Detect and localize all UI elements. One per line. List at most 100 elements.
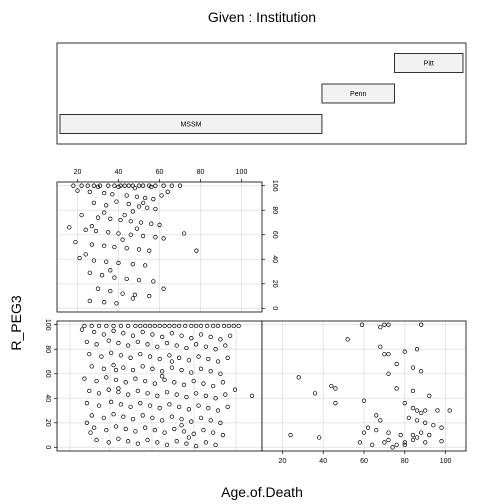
data-point bbox=[96, 403, 102, 408]
data-point bbox=[87, 270, 92, 275]
data-point bbox=[84, 420, 90, 425]
data-point bbox=[114, 199, 119, 204]
data-point bbox=[79, 212, 84, 218]
data-point bbox=[89, 242, 94, 247]
data-point bbox=[414, 347, 420, 352]
data-point bbox=[91, 258, 97, 263]
data-point bbox=[106, 338, 111, 343]
data-point bbox=[345, 337, 350, 342]
data-point bbox=[174, 392, 179, 397]
data-point bbox=[418, 430, 424, 435]
data-point bbox=[101, 415, 107, 421]
data-point bbox=[118, 402, 124, 407]
data-point bbox=[135, 441, 141, 446]
data-point bbox=[104, 323, 109, 329]
data-point bbox=[120, 237, 125, 242]
data-point bbox=[116, 260, 121, 266]
data-point bbox=[136, 204, 142, 209]
given-bar-pitt bbox=[394, 53, 464, 73]
data-point bbox=[128, 404, 133, 409]
data-point bbox=[151, 279, 156, 284]
data-point bbox=[198, 415, 204, 421]
data-point bbox=[410, 432, 416, 438]
data-point bbox=[386, 371, 391, 376]
data-point bbox=[226, 323, 232, 329]
data-point bbox=[113, 377, 119, 383]
x-tick-label: 20 bbox=[279, 458, 287, 465]
data-point bbox=[193, 391, 199, 396]
data-point bbox=[130, 183, 136, 188]
data-point bbox=[159, 369, 165, 374]
data-point bbox=[132, 185, 138, 191]
data-point bbox=[106, 230, 111, 235]
data-point bbox=[218, 420, 223, 425]
data-point bbox=[142, 378, 148, 384]
data-point bbox=[201, 428, 206, 433]
chart-title: Given : Institution bbox=[208, 9, 316, 25]
data-point bbox=[169, 331, 175, 336]
data-point bbox=[386, 437, 391, 443]
data-point bbox=[231, 323, 236, 329]
data-point bbox=[89, 323, 94, 329]
data-point bbox=[128, 219, 133, 224]
data-point bbox=[116, 340, 121, 346]
data-point bbox=[169, 183, 174, 188]
data-point bbox=[213, 396, 218, 401]
data-point bbox=[167, 402, 172, 407]
data-point bbox=[215, 408, 221, 413]
data-point bbox=[108, 399, 114, 405]
data-point bbox=[94, 342, 99, 347]
data-point bbox=[118, 323, 124, 329]
data-point bbox=[431, 423, 436, 428]
data-point bbox=[161, 236, 166, 241]
data-point bbox=[104, 259, 109, 264]
given-label-pitt: Pitt bbox=[424, 61, 434, 68]
data-point bbox=[93, 228, 99, 234]
data-point bbox=[142, 263, 148, 268]
data-point bbox=[186, 358, 192, 363]
data-point bbox=[104, 203, 109, 208]
data-point bbox=[159, 193, 164, 198]
data-point bbox=[152, 323, 158, 329]
data-point bbox=[79, 327, 85, 332]
data-point bbox=[191, 378, 196, 384]
y-tick-label: 100 bbox=[271, 180, 278, 192]
data-point bbox=[149, 184, 154, 190]
data-point bbox=[91, 183, 97, 188]
data-point bbox=[193, 323, 199, 329]
data-point bbox=[208, 369, 213, 374]
data-point bbox=[125, 392, 131, 397]
data-point bbox=[106, 440, 111, 445]
data-point bbox=[125, 323, 131, 329]
data-point bbox=[427, 432, 432, 438]
data-point bbox=[89, 224, 94, 229]
data-point bbox=[374, 428, 379, 433]
given-bar-penn bbox=[321, 83, 395, 104]
data-point bbox=[120, 291, 125, 296]
data-point bbox=[172, 323, 177, 329]
data-point bbox=[378, 344, 383, 349]
data-point bbox=[410, 388, 416, 394]
data-point bbox=[147, 293, 152, 299]
data-point bbox=[176, 404, 182, 409]
data-point bbox=[359, 322, 365, 327]
data-point bbox=[203, 440, 209, 445]
data-point bbox=[123, 380, 128, 385]
x-tick-label: 60 bbox=[360, 458, 368, 465]
data-point bbox=[111, 323, 116, 329]
data-point bbox=[99, 273, 105, 278]
data-point bbox=[108, 350, 114, 356]
data-point bbox=[101, 210, 107, 215]
data-point bbox=[374, 413, 379, 418]
data-point bbox=[134, 226, 140, 231]
data-point bbox=[206, 405, 211, 411]
data-point bbox=[136, 277, 142, 283]
data-point bbox=[174, 439, 179, 444]
data-point bbox=[123, 426, 128, 432]
data-point bbox=[390, 445, 395, 450]
data-point bbox=[125, 343, 131, 348]
data-point bbox=[382, 322, 387, 327]
data-point bbox=[382, 351, 387, 357]
data-point bbox=[145, 391, 150, 396]
data-point bbox=[218, 371, 223, 376]
